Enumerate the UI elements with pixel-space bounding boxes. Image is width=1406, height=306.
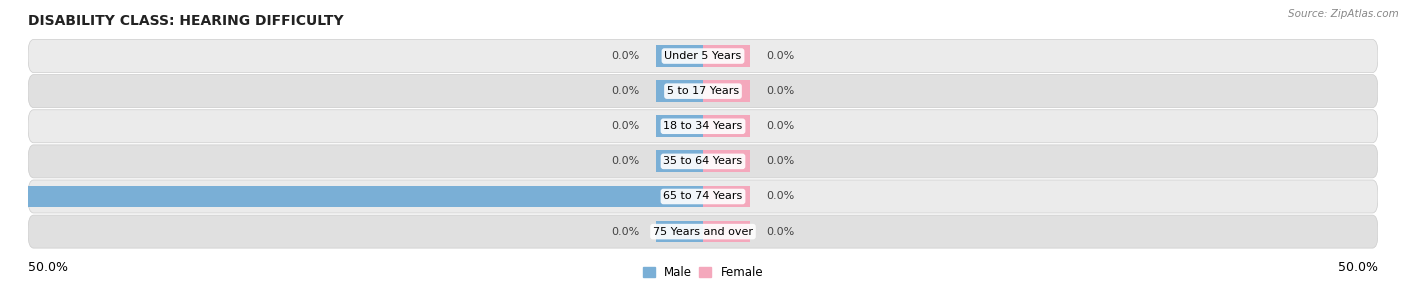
Bar	[655, 80, 703, 102]
Bar	[703, 45, 751, 67]
FancyBboxPatch shape	[28, 215, 1378, 248]
Text: 0.0%: 0.0%	[766, 121, 794, 131]
Bar	[655, 151, 703, 172]
Text: 75 Years and over: 75 Years and over	[652, 227, 754, 237]
Text: 50.0%: 50.0%	[28, 261, 67, 274]
Text: 65 to 74 Years: 65 to 74 Years	[664, 192, 742, 201]
FancyBboxPatch shape	[28, 75, 1378, 108]
Text: 5 to 17 Years: 5 to 17 Years	[666, 86, 740, 96]
Bar	[655, 115, 703, 137]
Text: Source: ZipAtlas.com: Source: ZipAtlas.com	[1288, 9, 1399, 19]
Bar	[703, 221, 751, 242]
Bar	[703, 80, 751, 102]
Bar	[28, 186, 703, 207]
Text: 0.0%: 0.0%	[612, 121, 640, 131]
Text: 0.0%: 0.0%	[612, 51, 640, 61]
Text: 0.0%: 0.0%	[612, 86, 640, 96]
Legend: Male, Female: Male, Female	[638, 261, 768, 284]
Text: 50.0%: 50.0%	[1339, 261, 1378, 274]
Text: 0.0%: 0.0%	[612, 156, 640, 166]
FancyBboxPatch shape	[28, 180, 1378, 213]
FancyBboxPatch shape	[28, 39, 1378, 73]
Text: 0.0%: 0.0%	[766, 51, 794, 61]
Bar	[703, 115, 751, 137]
Text: 18 to 34 Years: 18 to 34 Years	[664, 121, 742, 131]
Text: DISABILITY CLASS: HEARING DIFFICULTY: DISABILITY CLASS: HEARING DIFFICULTY	[28, 14, 343, 28]
Text: 0.0%: 0.0%	[766, 192, 794, 201]
FancyBboxPatch shape	[28, 110, 1378, 143]
Text: 35 to 64 Years: 35 to 64 Years	[664, 156, 742, 166]
Bar	[655, 45, 703, 67]
Bar	[703, 186, 751, 207]
Text: 50.0%: 50.0%	[0, 192, 8, 201]
Bar	[703, 151, 751, 172]
Bar	[655, 221, 703, 242]
Text: Under 5 Years: Under 5 Years	[665, 51, 741, 61]
FancyBboxPatch shape	[28, 145, 1378, 178]
Text: 0.0%: 0.0%	[766, 227, 794, 237]
Text: 0.0%: 0.0%	[766, 86, 794, 96]
Text: 0.0%: 0.0%	[766, 156, 794, 166]
Text: 0.0%: 0.0%	[612, 227, 640, 237]
